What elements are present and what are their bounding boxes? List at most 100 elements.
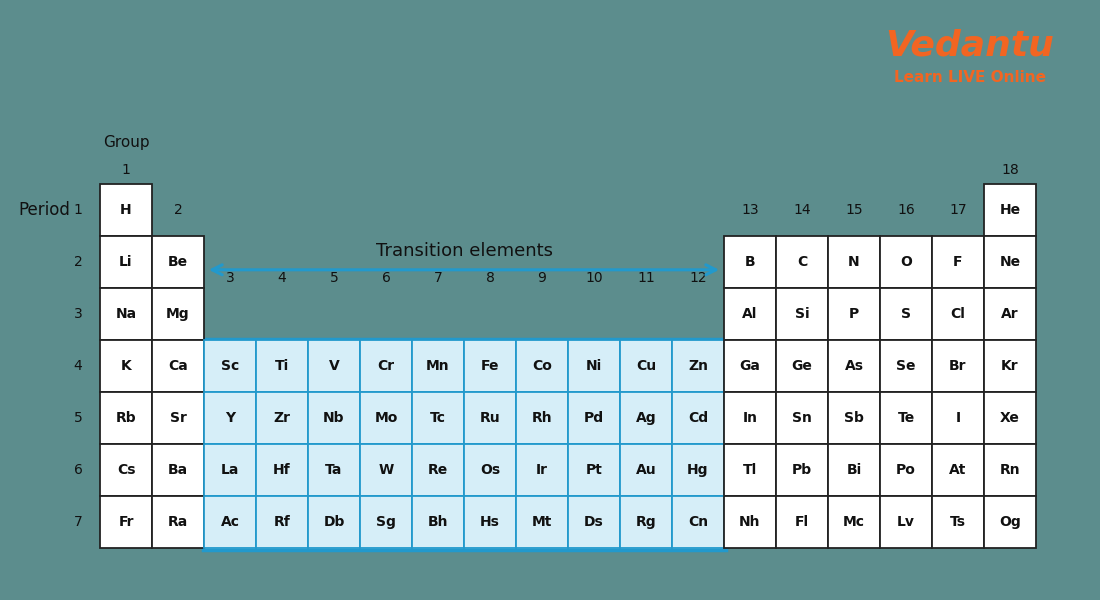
Text: Sb: Sb — [844, 411, 864, 425]
FancyBboxPatch shape — [308, 392, 360, 444]
Text: Rn: Rn — [1000, 463, 1021, 477]
FancyBboxPatch shape — [880, 236, 932, 288]
Text: 7: 7 — [74, 515, 82, 529]
FancyBboxPatch shape — [776, 236, 828, 288]
Text: Ts: Ts — [950, 515, 966, 529]
FancyBboxPatch shape — [152, 340, 204, 392]
Text: Nb: Nb — [323, 411, 344, 425]
Text: Y: Y — [224, 411, 235, 425]
Text: H: H — [120, 203, 132, 217]
Text: Mn: Mn — [426, 359, 450, 373]
Text: Sr: Sr — [169, 411, 186, 425]
FancyBboxPatch shape — [828, 444, 880, 496]
Text: 2: 2 — [174, 203, 183, 217]
FancyBboxPatch shape — [100, 340, 152, 392]
FancyBboxPatch shape — [360, 392, 412, 444]
FancyBboxPatch shape — [360, 444, 412, 496]
Text: In: In — [742, 411, 758, 425]
Text: Mg: Mg — [166, 307, 190, 321]
FancyBboxPatch shape — [204, 496, 256, 548]
Text: Cn: Cn — [688, 515, 708, 529]
FancyBboxPatch shape — [828, 496, 880, 548]
Text: Hg: Hg — [688, 463, 708, 477]
FancyBboxPatch shape — [932, 444, 984, 496]
FancyBboxPatch shape — [828, 288, 880, 340]
Text: Bi: Bi — [846, 463, 861, 477]
Text: 13: 13 — [741, 203, 759, 217]
Text: Os: Os — [480, 463, 501, 477]
Text: Ac: Ac — [220, 515, 240, 529]
FancyBboxPatch shape — [776, 444, 828, 496]
FancyBboxPatch shape — [256, 392, 308, 444]
Text: Li: Li — [119, 255, 133, 269]
Text: 3: 3 — [226, 271, 234, 285]
FancyBboxPatch shape — [672, 496, 724, 548]
FancyBboxPatch shape — [984, 444, 1036, 496]
FancyBboxPatch shape — [880, 496, 932, 548]
Text: Og: Og — [999, 515, 1021, 529]
Text: Zn: Zn — [688, 359, 708, 373]
FancyBboxPatch shape — [256, 340, 308, 392]
Text: Ir: Ir — [536, 463, 548, 477]
Text: Rb: Rb — [116, 411, 136, 425]
Text: Fe: Fe — [481, 359, 499, 373]
Text: Mt: Mt — [531, 515, 552, 529]
Text: 1: 1 — [122, 163, 131, 177]
Text: Sn: Sn — [792, 411, 812, 425]
FancyBboxPatch shape — [464, 496, 516, 548]
Text: F: F — [954, 255, 962, 269]
FancyBboxPatch shape — [516, 340, 568, 392]
FancyBboxPatch shape — [620, 496, 672, 548]
FancyBboxPatch shape — [828, 392, 880, 444]
Text: Sc: Sc — [221, 359, 239, 373]
Text: Ag: Ag — [636, 411, 657, 425]
Text: Pd: Pd — [584, 411, 604, 425]
FancyBboxPatch shape — [568, 496, 620, 548]
FancyBboxPatch shape — [516, 392, 568, 444]
FancyBboxPatch shape — [100, 444, 152, 496]
FancyBboxPatch shape — [204, 340, 256, 392]
FancyBboxPatch shape — [880, 340, 932, 392]
FancyBboxPatch shape — [308, 496, 360, 548]
Text: 3: 3 — [74, 307, 82, 321]
FancyBboxPatch shape — [464, 340, 516, 392]
Text: Cd: Cd — [688, 411, 708, 425]
Text: 2: 2 — [74, 255, 82, 269]
Text: Te: Te — [898, 411, 914, 425]
FancyBboxPatch shape — [100, 236, 152, 288]
Text: 14: 14 — [793, 203, 811, 217]
FancyBboxPatch shape — [776, 340, 828, 392]
Text: Db: Db — [323, 515, 344, 529]
Text: Ti: Ti — [275, 359, 289, 373]
Text: Cr: Cr — [377, 359, 395, 373]
FancyBboxPatch shape — [828, 340, 880, 392]
Text: Rf: Rf — [274, 515, 290, 529]
FancyBboxPatch shape — [568, 444, 620, 496]
FancyBboxPatch shape — [932, 236, 984, 288]
FancyBboxPatch shape — [256, 444, 308, 496]
FancyBboxPatch shape — [932, 340, 984, 392]
Text: Group: Group — [102, 134, 150, 149]
Text: 12: 12 — [690, 271, 707, 285]
FancyBboxPatch shape — [620, 340, 672, 392]
Text: Bh: Bh — [428, 515, 449, 529]
Text: 4: 4 — [74, 359, 82, 373]
FancyBboxPatch shape — [202, 338, 726, 550]
Text: W: W — [378, 463, 394, 477]
Text: Cs: Cs — [117, 463, 135, 477]
FancyBboxPatch shape — [152, 496, 204, 548]
Text: Transition elements: Transition elements — [375, 242, 552, 260]
Text: Ne: Ne — [1000, 255, 1021, 269]
Text: Nh: Nh — [739, 515, 761, 529]
FancyBboxPatch shape — [464, 444, 516, 496]
Text: 16: 16 — [898, 203, 915, 217]
FancyBboxPatch shape — [412, 340, 464, 392]
Text: 11: 11 — [637, 271, 654, 285]
Text: 7: 7 — [433, 271, 442, 285]
Text: O: O — [900, 255, 912, 269]
Text: Learn LIVE Online: Learn LIVE Online — [894, 70, 1046, 85]
Text: S: S — [901, 307, 911, 321]
Text: Tc: Tc — [430, 411, 446, 425]
Text: C: C — [796, 255, 807, 269]
FancyBboxPatch shape — [516, 444, 568, 496]
